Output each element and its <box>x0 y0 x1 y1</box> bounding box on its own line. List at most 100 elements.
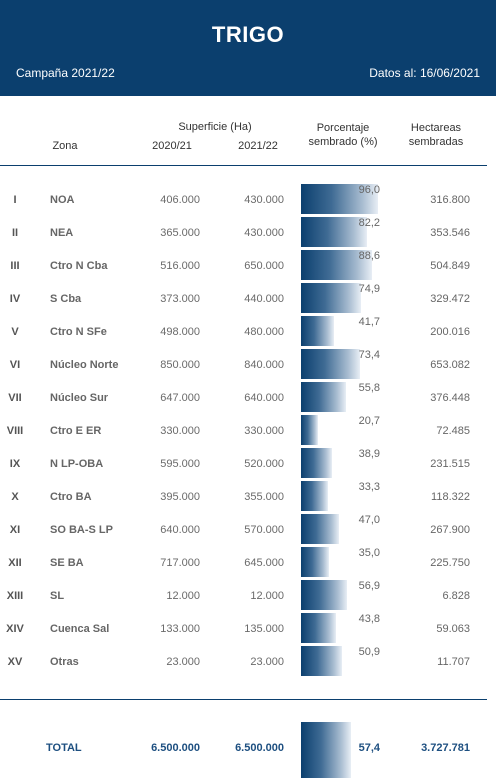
surface-2021-22: 650.000 <box>244 260 284 272</box>
table-row: IX N LP-OBA 595.000 520.000 38,9 231.515 <box>0 448 496 478</box>
pct-sown: 47,0 <box>358 514 380 526</box>
table-row: III Ctro N Cba 516.000 650.000 88,6 504.849 <box>0 250 496 280</box>
data-date-label: Datos al: 16/06/2021 <box>369 66 480 80</box>
zone-name: Ctro N Cba <box>50 260 108 272</box>
table-row: XV Otras 23.000 23.000 50,9 11.707 <box>0 646 496 676</box>
pct-bar <box>301 349 360 379</box>
col-header-hectareas: Hectareas sembradas <box>408 122 464 148</box>
hectares-sown: 6.828 <box>442 590 470 602</box>
col-header-zona: Zona <box>52 140 78 152</box>
pct-bar <box>301 613 336 643</box>
pct-sown: 50,9 <box>358 646 380 658</box>
table-row: X Ctro BA 395.000 355.000 33,3 118.322 <box>0 481 496 511</box>
header-divider <box>0 165 487 166</box>
surface-2020-21: 395.000 <box>160 491 200 503</box>
col-header-2021-22: 2021/22 <box>238 140 278 152</box>
total-pct: 57,4 <box>358 742 380 754</box>
pct-bar <box>301 448 332 478</box>
surface-2021-22: 135.000 <box>244 623 284 635</box>
pct-sown: 56,9 <box>358 580 380 592</box>
table-row: XI SO BA-S LP 640.000 570.000 47,0 267.900 <box>0 514 496 544</box>
pct-bar <box>301 547 329 577</box>
row-number: VIII <box>6 425 24 437</box>
pct-bar <box>301 217 367 247</box>
pct-sown: 35,0 <box>358 547 380 559</box>
hectares-sown: 353.546 <box>430 227 470 239</box>
row-number: XV <box>7 656 23 668</box>
surface-2021-22: 355.000 <box>244 491 284 503</box>
surface-2021-22: 520.000 <box>244 458 284 470</box>
col-header-2020-21: 2020/21 <box>152 140 192 152</box>
surface-2020-21: 406.000 <box>160 194 200 206</box>
zone-name: NOA <box>50 194 75 206</box>
row-number: X <box>11 491 19 503</box>
pct-sown: 96,0 <box>358 184 380 196</box>
page-title: TRIGO <box>211 22 285 47</box>
pct-sown: 55,8 <box>358 382 380 394</box>
table-row: V Ctro N SFe 498.000 480.000 41,7 200.016 <box>0 316 496 346</box>
hectares-sown: 72.485 <box>436 425 470 437</box>
pct-bar <box>301 481 328 511</box>
row-number: VII <box>8 392 22 404</box>
surface-2021-22: 440.000 <box>244 293 284 305</box>
table-row: VIII Ctro E ER 330.000 330.000 20,7 72.485 <box>0 415 496 445</box>
surface-2020-21: 373.000 <box>160 293 200 305</box>
surface-2021-22: 12.000 <box>250 590 284 602</box>
table-row: I NOA 406.000 430.000 96,0 316.800 <box>0 184 496 214</box>
table-row: VII Núcleo Sur 647.000 640.000 55,8 376.448 <box>0 382 496 412</box>
surface-2021-22: 840.000 <box>244 359 284 371</box>
surface-2020-21: 133.000 <box>160 623 200 635</box>
surface-2020-21: 516.000 <box>160 260 200 272</box>
surface-2021-22: 640.000 <box>244 392 284 404</box>
surface-2020-21: 850.000 <box>160 359 200 371</box>
hectares-sown: 653.082 <box>430 359 470 371</box>
surface-2020-21: 498.000 <box>160 326 200 338</box>
surface-2021-22: 330.000 <box>244 425 284 437</box>
col-header-porcentaje: Porcentaje sembrado (%) <box>308 122 378 148</box>
zone-name: Cuenca Sal <box>50 623 110 635</box>
surface-2020-21: 640.000 <box>160 524 200 536</box>
row-number: I <box>13 194 17 206</box>
pct-bar <box>301 415 318 445</box>
pct-bar <box>301 316 334 346</box>
zone-name: SO BA-S LP <box>50 524 113 536</box>
row-number: IV <box>9 293 21 305</box>
hectares-sown: 329.472 <box>430 293 470 305</box>
surface-2020-21: 365.000 <box>160 227 200 239</box>
zone-name: Ctro N SFe <box>50 326 107 338</box>
pct-sown: 38,9 <box>358 448 380 460</box>
hectares-sown: 316.800 <box>430 194 470 206</box>
pct-sown: 88,6 <box>358 250 380 262</box>
col-header-superficie: Superficie (Ha) <box>178 121 252 133</box>
row-number: XI <box>9 524 21 536</box>
pct-sown: 82,2 <box>358 217 380 229</box>
pct-bar <box>301 283 361 313</box>
row-number: V <box>11 326 19 338</box>
row-number: VI <box>9 359 21 371</box>
row-number: XIV <box>6 623 24 635</box>
surface-2020-21: 23.000 <box>166 656 200 668</box>
pct-bar <box>301 646 342 676</box>
header-banner: TRIGO Campaña 2021/22 Datos al: 16/06/20… <box>0 0 496 96</box>
row-number: XII <box>8 557 22 569</box>
surface-2021-22: 430.000 <box>244 194 284 206</box>
hectares-sown: 118.322 <box>431 491 470 503</box>
table-row: XIV Cuenca Sal 133.000 135.000 43,8 59.063 <box>0 613 496 643</box>
zone-name: Otras <box>50 656 79 668</box>
surface-2020-21: 647.000 <box>160 392 200 404</box>
surface-2021-22: 23.000 <box>250 656 284 668</box>
hectares-sown: 225.750 <box>430 557 470 569</box>
hectares-sown: 200.016 <box>430 326 470 338</box>
surface-2020-21: 12.000 <box>166 590 200 602</box>
campaign-label: Campaña 2021/22 <box>16 66 115 80</box>
zone-name: S Cba <box>50 293 82 305</box>
zone-name: N LP-OBA <box>50 458 104 470</box>
pct-bar <box>301 580 347 610</box>
row-number: XIII <box>6 590 24 602</box>
table-row: II NEA 365.000 430.000 82,2 353.546 <box>0 217 496 247</box>
row-number: II <box>11 227 19 239</box>
hectares-sown: 59.063 <box>436 623 470 635</box>
surface-2020-21: 595.000 <box>160 458 200 470</box>
table-row: VI Núcleo Norte 850.000 840.000 73,4 653.082 <box>0 349 496 379</box>
zone-name: Núcleo Sur <box>50 392 109 404</box>
